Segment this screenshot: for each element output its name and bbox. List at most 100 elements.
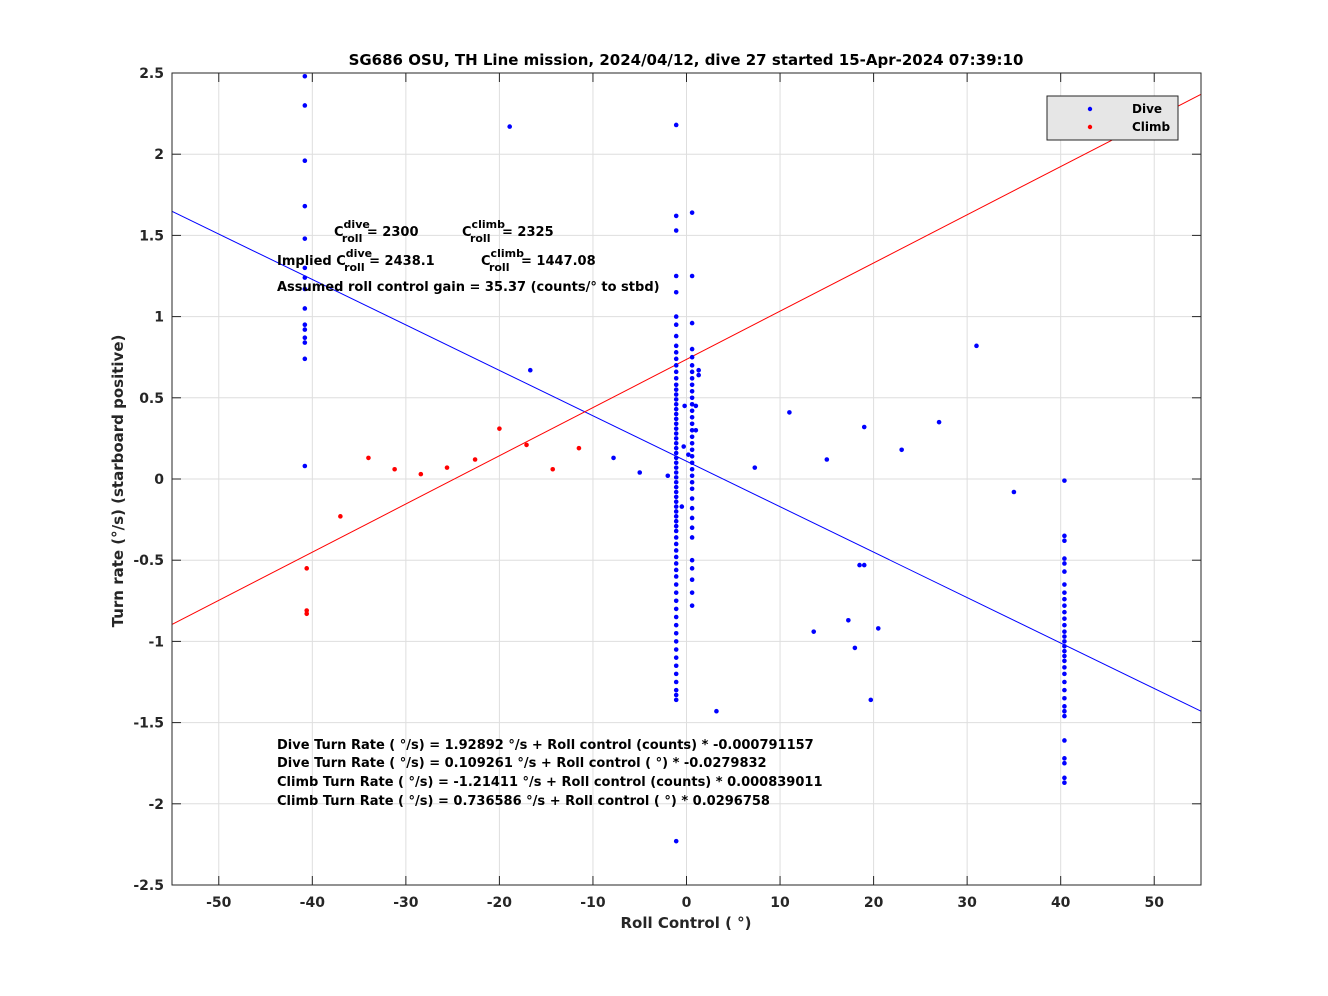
point-dive — [689, 505, 695, 511]
point-dive — [846, 617, 851, 623]
point-dive — [673, 679, 679, 685]
x-tick-label: -50 — [206, 895, 232, 911]
y-tick-label: 2.5 — [139, 66, 164, 82]
point-dive — [681, 444, 686, 449]
point-dive — [673, 382, 679, 388]
roll-gain-note: Assumed roll control gain = 35.37 (count… — [277, 280, 660, 295]
point-dive — [673, 228, 679, 233]
point-dive — [696, 372, 701, 378]
point-dive — [673, 590, 679, 595]
x-tick-label: 40 — [1051, 895, 1071, 911]
point-dive — [1062, 695, 1067, 701]
point-dive — [689, 389, 695, 394]
legend: Dive Climb — [1046, 95, 1179, 141]
point-dive — [673, 322, 679, 328]
x-tick-label: 20 — [864, 895, 884, 911]
y-tick-label: 2 — [154, 147, 164, 163]
point-dive — [673, 213, 679, 219]
equation-dive-degrees: Dive Turn Rate ( °/s) = 0.109261 °/s + R… — [277, 756, 767, 771]
point-dive — [857, 562, 862, 568]
point-dive — [673, 460, 679, 466]
y-tick-label: -1.5 — [133, 716, 164, 732]
point-dive — [673, 314, 679, 319]
point-dive — [673, 697, 679, 703]
x-tick-label: 10 — [770, 895, 790, 911]
point-dive — [302, 275, 308, 280]
point-climb — [338, 514, 343, 519]
point-dive — [673, 630, 679, 636]
point-dive — [302, 265, 308, 271]
point-dive — [673, 622, 679, 628]
point-climb — [472, 457, 478, 462]
point-dive — [689, 408, 695, 414]
point-dive — [689, 447, 695, 453]
point-dive — [673, 426, 679, 431]
point-dive — [302, 103, 308, 108]
implied-c-roll-climb: Cclimb roll = 1447.08 — [481, 247, 596, 274]
point-dive — [673, 401, 679, 407]
point-dive — [673, 504, 679, 509]
point-dive — [673, 289, 679, 295]
point-dive — [1062, 760, 1067, 766]
equation-dive-counts: Dive Turn Rate ( °/s) = 1.92892 °/s + Ro… — [277, 738, 814, 753]
point-dive — [686, 452, 691, 457]
point-dive — [689, 453, 695, 459]
point-dive — [1062, 738, 1067, 743]
point-dive — [682, 403, 687, 409]
point-dive — [302, 340, 308, 345]
point-dive — [689, 421, 695, 427]
point-dive — [689, 395, 695, 401]
point-dive — [689, 479, 695, 485]
point-dive — [689, 466, 695, 472]
point-dive — [673, 582, 679, 587]
point-dive — [974, 343, 979, 349]
x-tick-label: -40 — [300, 895, 326, 911]
point-dive — [714, 708, 719, 714]
point-climb — [576, 445, 582, 451]
point-dive — [1062, 775, 1067, 781]
fit-lines — [171, 93, 1202, 712]
point-dive — [673, 838, 679, 844]
point-dive — [689, 460, 695, 466]
point-dive — [1062, 756, 1067, 761]
point-dive — [673, 523, 679, 529]
point-dive — [689, 363, 695, 368]
axis-ticks: -50 -40 -30 -20 -10 0 10 20 30 40 50-2.5-2-1.5-1-0… — [133, 66, 1201, 911]
point-dive — [689, 440, 695, 446]
point-climb — [418, 471, 424, 477]
point-dive — [527, 367, 533, 373]
point-dive — [1062, 609, 1067, 615]
point-dive — [1062, 658, 1067, 664]
point-dive — [936, 419, 942, 425]
point-dive — [1062, 556, 1067, 561]
point-dive — [673, 598, 679, 604]
point-dive — [302, 236, 308, 241]
point-dive — [673, 548, 679, 553]
implied-c-roll-dive: Implied Cdive roll = 2438.1 — [277, 247, 435, 274]
point-dive — [899, 447, 904, 453]
point-dive — [689, 401, 695, 407]
point-dive — [1011, 489, 1017, 495]
fit-line-dive — [171, 210, 1202, 712]
point-dive — [689, 473, 695, 479]
fit-line-climb — [171, 93, 1202, 625]
point-climb — [304, 566, 310, 571]
point-dive — [689, 434, 695, 440]
point-dive — [689, 515, 695, 521]
point-dive — [302, 158, 308, 163]
point-dive — [689, 525, 695, 531]
point-dive — [1062, 643, 1067, 649]
point-dive — [673, 514, 679, 519]
point-dive — [507, 124, 512, 129]
x-tick-label: -20 — [487, 895, 513, 911]
point-dive — [689, 427, 695, 433]
point-dive — [673, 528, 679, 534]
point-climb — [524, 442, 529, 448]
point-dive — [689, 369, 695, 375]
point-dive — [302, 463, 308, 469]
point-dive — [665, 473, 671, 479]
point-dive — [673, 499, 679, 505]
point-dive — [673, 387, 679, 392]
point-dive — [1062, 648, 1067, 654]
